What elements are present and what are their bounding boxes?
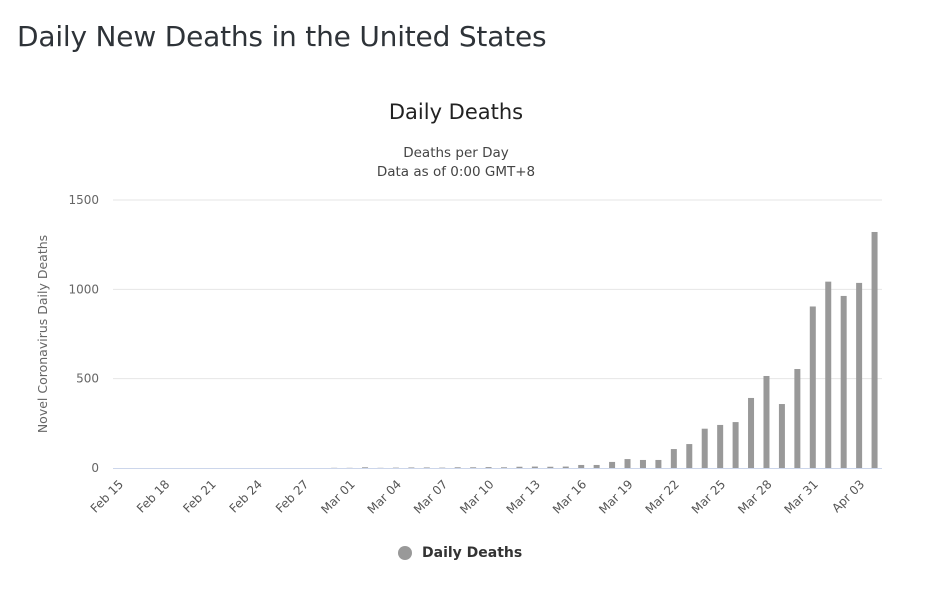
x-tick-label: Mar 31: [782, 477, 821, 516]
bar: [562, 466, 569, 468]
x-tick-label: Feb 27: [273, 477, 311, 515]
x-tick-label: Mar 16: [550, 477, 589, 516]
bar: [825, 281, 832, 468]
bar: [501, 467, 507, 468]
legend-marker-icon: [398, 546, 412, 560]
x-tick-label: Mar 04: [365, 477, 404, 516]
bar: [763, 375, 770, 468]
x-tick-label: Feb 18: [134, 477, 172, 515]
bar: [531, 466, 538, 468]
y-axis-title: Novel Coronavirus Daily Deaths: [35, 235, 50, 433]
y-tick-label: 500: [76, 372, 99, 386]
bar: [655, 459, 662, 468]
bar: [578, 464, 585, 468]
bar: [593, 464, 600, 468]
bar: [732, 422, 739, 468]
bar: [639, 459, 646, 468]
bar: [609, 461, 616, 468]
bar: [871, 231, 878, 468]
page-title: Daily New Deaths in the United States: [17, 20, 547, 53]
legend-label: Daily Deaths: [422, 545, 523, 561]
x-tick-label: Mar 10: [457, 477, 496, 516]
legend-item-daily-deaths[interactable]: Daily Deaths: [398, 545, 522, 561]
bar: [701, 428, 708, 468]
bar: [454, 467, 461, 468]
bar: [794, 369, 801, 468]
bar: [547, 466, 554, 468]
chart-title: Daily Deaths: [388, 100, 524, 124]
x-tick-label: Mar 19: [596, 477, 635, 516]
x-tick-label: Apr 03: [829, 477, 867, 515]
bar: [470, 467, 477, 468]
bar: [809, 306, 816, 468]
bar: [840, 295, 847, 468]
bar: [856, 282, 863, 468]
y-tick-label: 1000: [68, 282, 99, 296]
x-tick-label: Mar 01: [318, 477, 357, 516]
x-tick-label: Mar 22: [643, 477, 682, 516]
bar: [748, 397, 755, 468]
bar: [717, 424, 724, 468]
chart-subtitle: Deaths per Day Data as of 0:00 GMT+8: [0, 144, 912, 182]
subtitle-line: Data as of 0:00 GMT+8: [376, 164, 536, 180]
bar: [686, 444, 693, 468]
x-tick-label: Mar 25: [689, 477, 728, 516]
x-tick-label: Mar 13: [504, 477, 543, 516]
x-tick-label: Mar 07: [411, 477, 450, 516]
bar: [423, 467, 430, 468]
x-tick-label: Feb 21: [180, 477, 218, 515]
bar: [408, 467, 415, 468]
x-tick-label: Feb 24: [227, 477, 265, 515]
y-tick-label: 0: [91, 461, 99, 475]
bar: [624, 459, 631, 468]
bar: [670, 449, 677, 468]
bar: [778, 404, 785, 468]
bar: [485, 467, 492, 468]
bar: [516, 466, 523, 468]
x-tick-label: Mar 28: [735, 477, 774, 516]
x-tick-label: Feb 15: [88, 477, 126, 515]
subtitle-line: Deaths per Day: [403, 145, 509, 161]
bar: [362, 467, 369, 468]
y-tick-label: 1500: [68, 193, 99, 207]
